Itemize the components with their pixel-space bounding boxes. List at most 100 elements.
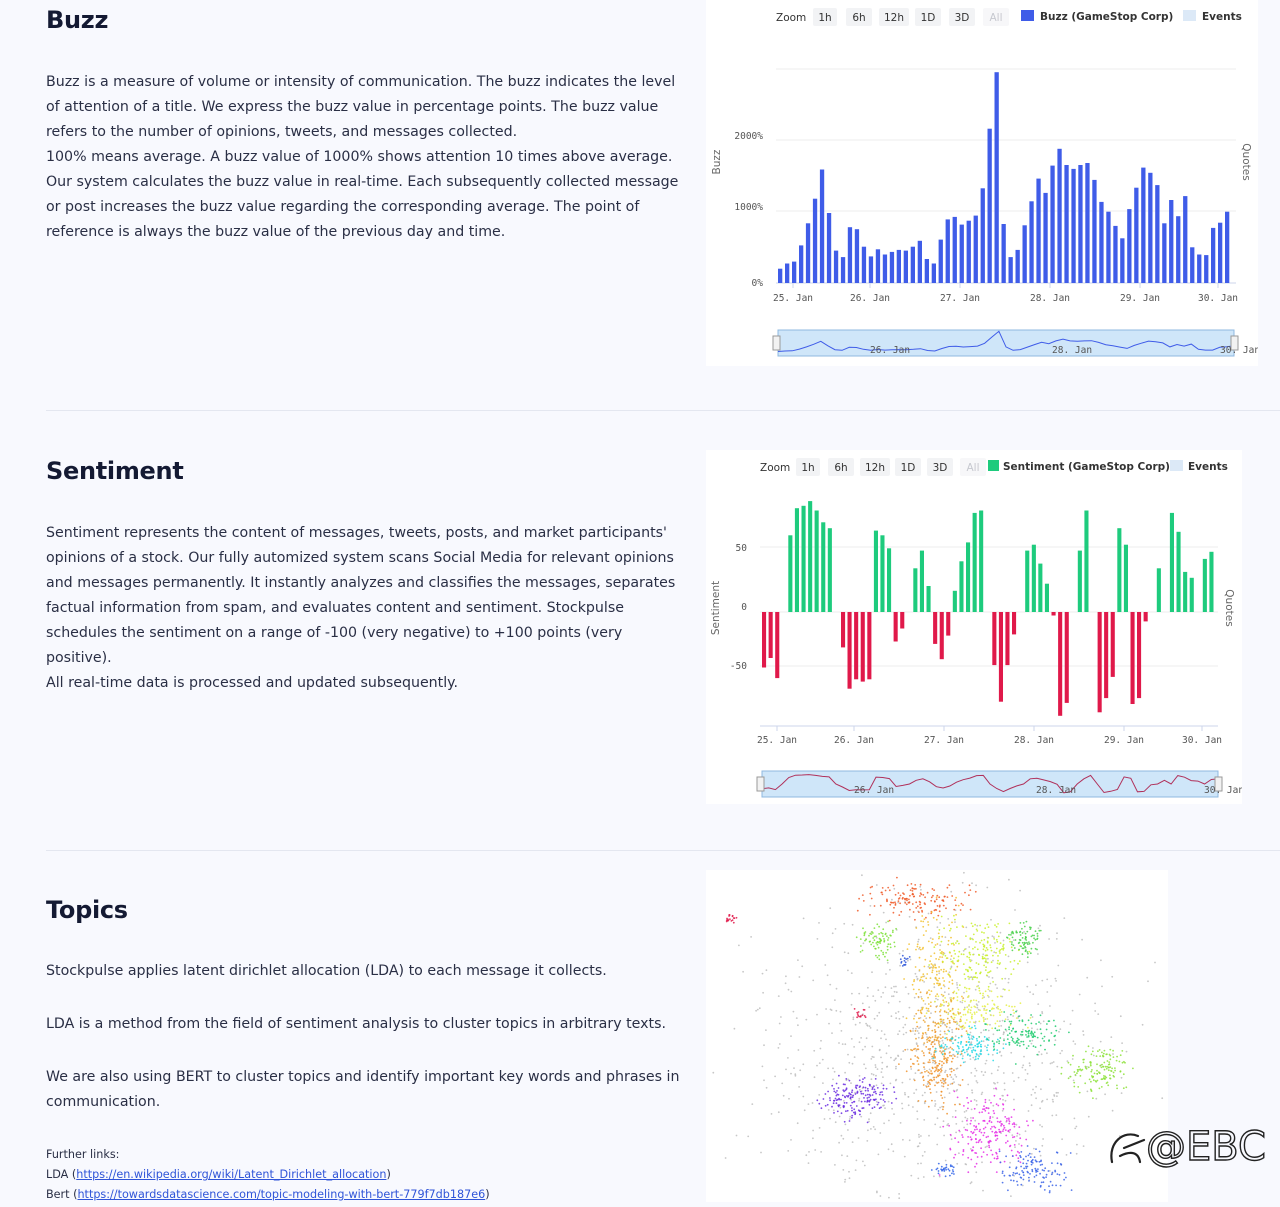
buzz-bar[interactable] xyxy=(785,263,790,284)
sentiment-bar-negative[interactable] xyxy=(1130,612,1135,704)
zoom-1h-button[interactable] xyxy=(813,8,837,26)
buzz-bar[interactable] xyxy=(1015,249,1020,283)
zoom-3d-button[interactable] xyxy=(949,8,975,26)
sentiment-bar-negative[interactable] xyxy=(841,612,846,648)
buzz-bar[interactable] xyxy=(778,268,783,283)
buzz-bar[interactable] xyxy=(1204,255,1209,283)
sentiment-bar-negative[interactable] xyxy=(946,612,951,636)
buzz-bar[interactable] xyxy=(840,257,846,283)
sentiment-bar-positive[interactable] xyxy=(1183,571,1188,612)
sentiment-bar-negative[interactable] xyxy=(867,612,872,680)
buzz-bar[interactable] xyxy=(847,227,853,283)
sentiment-bar-negative[interactable] xyxy=(1097,612,1102,713)
buzz-navigator-right-handle[interactable] xyxy=(1230,335,1239,351)
sentiment-bar-positive[interactable] xyxy=(1025,550,1030,612)
sentiment-navigator-left-handle[interactable] xyxy=(756,776,765,792)
buzz-navigator-left-handle[interactable] xyxy=(772,335,781,351)
sentiment-bar-negative[interactable] xyxy=(1064,612,1069,703)
zoom-12h-button[interactable] xyxy=(879,8,909,26)
buzz-bar[interactable] xyxy=(1064,165,1069,283)
buzz-bar[interactable] xyxy=(1183,196,1188,283)
buzz-navigator-window[interactable] xyxy=(777,329,1235,357)
buzz-bar[interactable] xyxy=(1127,209,1132,283)
sentiment-bar-positive[interactable] xyxy=(913,568,918,612)
sentiment-bar-positive[interactable] xyxy=(926,586,931,612)
buzz-bar[interactable] xyxy=(1008,257,1013,283)
buzz-bar[interactable] xyxy=(966,220,971,283)
sentiment-navigator-window[interactable] xyxy=(761,770,1219,798)
sentiment-bar-positive[interactable] xyxy=(1117,528,1122,612)
sentiment-bar-positive[interactable] xyxy=(821,522,826,612)
zoom-all-button[interactable] xyxy=(983,8,1009,26)
sentiment-bar-positive[interactable] xyxy=(972,512,977,612)
sentiment-bar-positive[interactable] xyxy=(1084,510,1089,613)
lda-link[interactable]: https://en.wikipedia.org/wiki/Latent_Dir… xyxy=(76,1168,387,1181)
buzz-bar[interactable] xyxy=(938,239,943,283)
events-legend[interactable]: Events xyxy=(1183,10,1242,23)
sentiment-bar-positive[interactable] xyxy=(814,510,819,613)
buzz-bar[interactable] xyxy=(1211,227,1216,283)
buzz-bar[interactable] xyxy=(1120,238,1125,283)
zoom-12h-button[interactable] xyxy=(860,458,890,476)
buzz-bar[interactable] xyxy=(994,72,999,283)
sentiment-bar-positive[interactable] xyxy=(1156,568,1161,612)
sentiment-bar-positive[interactable] xyxy=(979,510,984,613)
buzz-bar[interactable] xyxy=(812,198,818,283)
sentiment-bar-negative[interactable] xyxy=(775,612,780,679)
sentiment-bar-negative[interactable] xyxy=(860,612,865,682)
sentiment-bar-positive[interactable] xyxy=(887,548,892,612)
sentiment-bar-negative[interactable] xyxy=(1051,612,1056,616)
buzz-bar[interactable] xyxy=(1078,165,1083,283)
sentiment-bar-negative[interactable] xyxy=(1104,612,1109,699)
buzz-bar[interactable] xyxy=(910,246,915,283)
sentiment-bar-negative[interactable] xyxy=(1143,612,1148,622)
sentiment-bar-positive[interactable] xyxy=(880,535,885,612)
buzz-bar[interactable] xyxy=(882,254,888,284)
sentiment-bar-negative[interactable] xyxy=(768,612,773,658)
sentiment-bar-negative[interactable] xyxy=(1005,612,1010,666)
buzz-bar[interactable] xyxy=(1148,172,1153,283)
buzz-bar[interactable] xyxy=(1022,225,1027,283)
buzz-bar[interactable] xyxy=(980,188,985,283)
buzz-bar[interactable] xyxy=(1050,165,1055,283)
buzz-bar[interactable] xyxy=(1225,211,1230,283)
sentiment-bar-negative[interactable] xyxy=(992,612,997,666)
buzz-bar[interactable] xyxy=(799,245,804,283)
sentiment-bar-negative[interactable] xyxy=(1012,612,1017,635)
sentiment-bar-positive[interactable] xyxy=(959,561,964,612)
sentiment-bar-positive[interactable] xyxy=(873,530,878,612)
buzz-bar[interactable] xyxy=(1071,168,1076,283)
buzz-bar[interactable] xyxy=(959,224,964,283)
sentiment-bar-negative[interactable] xyxy=(1110,612,1115,677)
buzz-bar[interactable] xyxy=(792,261,797,283)
buzz-bar[interactable] xyxy=(1106,211,1111,283)
buzz-bar[interactable] xyxy=(875,249,881,283)
sentiment-bar-positive[interactable] xyxy=(808,501,813,612)
sentiment-bar-positive[interactable] xyxy=(794,508,799,612)
buzz-bar[interactable] xyxy=(861,246,867,283)
sentiment-bar-negative[interactable] xyxy=(1058,612,1063,716)
buzz-bar[interactable] xyxy=(1169,200,1174,283)
sentiment-bar-negative[interactable] xyxy=(762,612,767,668)
sentiment-navigator[interactable]: 26. Jan 28. Jan 30. Jan xyxy=(756,770,1242,798)
buzz-bar[interactable] xyxy=(903,250,908,283)
sentiment-bar-positive[interactable] xyxy=(1209,551,1214,612)
buzz-bar[interactable] xyxy=(1099,201,1104,283)
buzz-bar[interactable] xyxy=(1085,163,1090,283)
buzz-bar[interactable] xyxy=(1155,185,1160,283)
buzz-bar[interactable] xyxy=(1176,216,1181,283)
sentiment-bar-negative[interactable] xyxy=(1137,612,1142,699)
buzz-legend[interactable]: Buzz (GameStop Corp) xyxy=(1021,10,1173,23)
bert-link[interactable]: https://towardsdatascience.com/topic-mod… xyxy=(77,1188,486,1201)
zoom-6h-button[interactable] xyxy=(846,8,872,26)
sentiment-bar-negative[interactable] xyxy=(893,612,898,642)
buzz-bar[interactable] xyxy=(1036,178,1041,283)
sentiment-bar-positive[interactable] xyxy=(952,590,957,612)
buzz-bar[interactable] xyxy=(1029,201,1034,283)
sentiment-bar-negative[interactable] xyxy=(933,612,938,644)
buzz-bar[interactable] xyxy=(973,215,978,283)
sentiment-bar-positive[interactable] xyxy=(1189,577,1194,612)
buzz-bar[interactable] xyxy=(854,229,860,283)
buzz-bar[interactable] xyxy=(924,259,929,283)
sentiment-bar-positive[interactable] xyxy=(788,535,793,612)
